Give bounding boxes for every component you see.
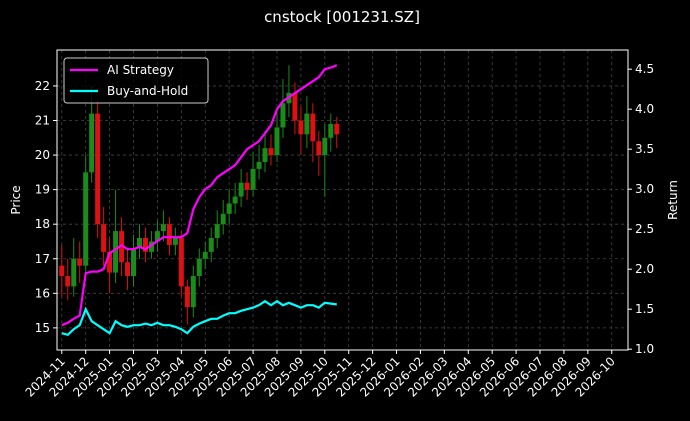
candle-body	[262, 148, 268, 162]
y2-axis-label: Return	[666, 180, 680, 220]
y-tick-label: 17	[35, 252, 50, 266]
y2-tick-label: 1.0	[635, 342, 654, 356]
y2-tick-label: 1.5	[635, 302, 654, 316]
legend-label: Buy-and-Hold	[107, 84, 188, 98]
y2-tick-label: 4.0	[635, 102, 654, 116]
candle-body	[226, 203, 232, 214]
y2-tick-label: 3.5	[635, 142, 654, 156]
candle-body	[220, 213, 226, 225]
candle-body	[256, 161, 262, 169]
line-series	[61, 64, 338, 327]
y2-tick-label: 2.5	[635, 222, 654, 236]
candle-body	[208, 238, 214, 252]
candle-body	[196, 258, 202, 277]
y-axis-label: Price	[9, 185, 23, 214]
line-series	[61, 299, 337, 337]
y2-tick-label: 2.0	[635, 262, 654, 276]
candle-body	[232, 196, 238, 204]
candle-body	[77, 258, 83, 266]
y2-tick-label: 4.5	[635, 62, 654, 76]
candle-body	[322, 137, 328, 156]
legend-box	[63, 57, 209, 104]
y-tick-label: 20	[35, 148, 50, 162]
candle-body	[148, 241, 154, 252]
candle-body	[334, 123, 340, 135]
candle-body	[214, 224, 220, 239]
candle-body	[89, 113, 95, 173]
candle-body	[310, 113, 316, 142]
candle-body	[304, 113, 310, 135]
candle-body	[83, 172, 89, 266]
candle-body	[65, 276, 71, 287]
candle-body	[113, 231, 119, 273]
candle-body	[268, 148, 274, 156]
candle-body	[136, 238, 142, 249]
candle-body	[238, 182, 244, 197]
candle-body	[142, 238, 148, 252]
candle-body	[59, 265, 65, 277]
candle-body	[119, 231, 125, 263]
candle-body	[125, 262, 131, 277]
candle-body	[274, 127, 280, 156]
candle-body	[178, 238, 184, 287]
candle-body	[328, 123, 334, 138]
candle-body	[172, 238, 178, 245]
candle-body	[166, 224, 172, 245]
candle-body	[160, 224, 166, 232]
candle-body	[101, 224, 107, 252]
y-tick-label: 22	[35, 79, 50, 93]
candle-body	[280, 103, 286, 128]
candle-body	[184, 286, 190, 308]
candle-body	[298, 120, 304, 135]
y-tick-label: 18	[35, 217, 50, 231]
candle-body	[202, 251, 208, 259]
plot-frame	[56, 49, 629, 351]
y-tick-label: 15	[35, 321, 50, 335]
candle-body	[250, 168, 256, 190]
legend-label: AI Strategy	[107, 63, 174, 77]
candle-body	[292, 92, 298, 121]
candle-body	[190, 276, 196, 308]
candle-body	[244, 182, 250, 190]
y2-tick-label: 3.0	[635, 182, 654, 196]
candle-body	[71, 258, 77, 287]
candle-body	[316, 141, 322, 156]
chart-title: cnstock [001231.SZ]	[264, 8, 420, 26]
y-tick-label: 16	[35, 286, 50, 300]
candle-body	[154, 231, 160, 242]
candle-body	[107, 251, 113, 273]
candle-body	[131, 248, 137, 277]
legend: AI Strategy Buy-and-Hold	[63, 57, 209, 104]
y-tick-label: 19	[35, 183, 50, 197]
y-tick-label: 21	[35, 114, 50, 128]
candle-body	[95, 113, 101, 225]
